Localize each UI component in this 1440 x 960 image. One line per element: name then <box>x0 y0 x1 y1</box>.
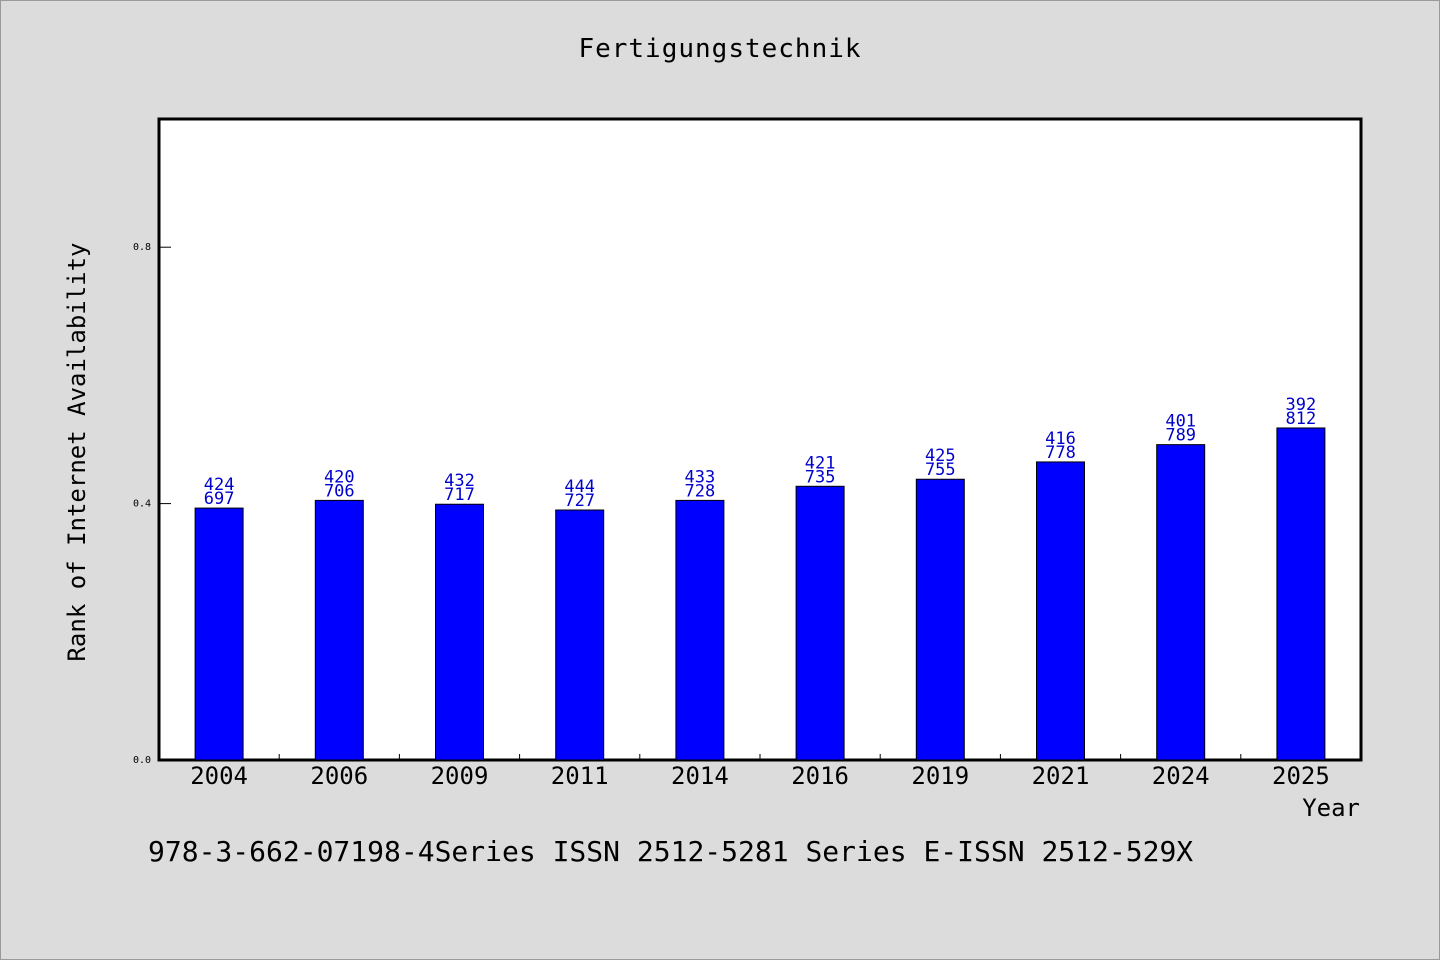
footer-note: 978-3-662-07198-4Series ISSN 2512-5281 S… <box>148 835 1194 868</box>
data-label-top: 424 <box>204 475 235 495</box>
data-label-top: 425 <box>925 446 956 466</box>
x-tick-label: 2014 <box>671 762 729 790</box>
x-tick-label: 2024 <box>1152 762 1210 790</box>
data-label-bottom: 755 <box>925 460 956 480</box>
bar <box>314 499 364 761</box>
y-tick-label: 0.8 <box>133 242 151 253</box>
x-tick-label: 2016 <box>791 762 849 790</box>
x-tick-label: 2025 <box>1272 762 1330 790</box>
bar <box>435 503 484 761</box>
bars <box>194 427 1326 761</box>
x-tick-label: 2009 <box>431 762 489 790</box>
data-label-bottom: 812 <box>1286 409 1317 429</box>
y-axis: 0.0 0.4 0.8 <box>133 242 171 766</box>
y-axis-label: Rank of Internet Availability <box>63 242 91 661</box>
data-label-top: 420 <box>324 467 355 487</box>
x-tick-label: 2019 <box>911 762 969 790</box>
bar <box>194 507 244 761</box>
y-tick-label: 0.4 <box>133 499 151 510</box>
data-label-bottom: 727 <box>564 491 595 511</box>
data-label-bottom: 789 <box>1165 426 1196 446</box>
data-label-top: 444 <box>564 477 595 497</box>
bar <box>1156 444 1206 761</box>
data-label-bottom: 728 <box>685 481 716 501</box>
data-label-top: 433 <box>685 467 716 487</box>
data-label-bottom: 778 <box>1045 443 1076 463</box>
y-tick-label: 0.0 <box>133 755 151 766</box>
bar <box>1036 461 1085 761</box>
data-label-bottom: 717 <box>444 485 475 505</box>
x-tick-label: 2021 <box>1032 762 1090 790</box>
data-label-top: 421 <box>805 453 836 473</box>
x-axis: 2004 2006 2009 2011 2014 2016 2019 2021 2024 2025 <box>190 754 1330 790</box>
data-label-bottom: 735 <box>805 467 836 487</box>
x-tick-label: 2006 <box>310 762 368 790</box>
x-axis-label: Year <box>1302 794 1360 822</box>
data-label-bottom: 706 <box>324 481 355 501</box>
data-label-top: 401 <box>1165 412 1196 432</box>
x-tick-label: 2011 <box>551 762 609 790</box>
chart-title: Fertigungstechnik <box>578 34 862 64</box>
data-label-top: 432 <box>444 471 475 491</box>
x-tick-label: 2004 <box>190 762 248 790</box>
bar <box>555 509 605 761</box>
bar <box>1276 427 1326 761</box>
bar <box>675 499 725 761</box>
bar <box>795 485 845 761</box>
data-label-top: 392 <box>1286 395 1317 415</box>
data-label-bottom: 697 <box>204 489 235 509</box>
data-label-top: 416 <box>1045 429 1076 449</box>
bar <box>915 478 965 761</box>
